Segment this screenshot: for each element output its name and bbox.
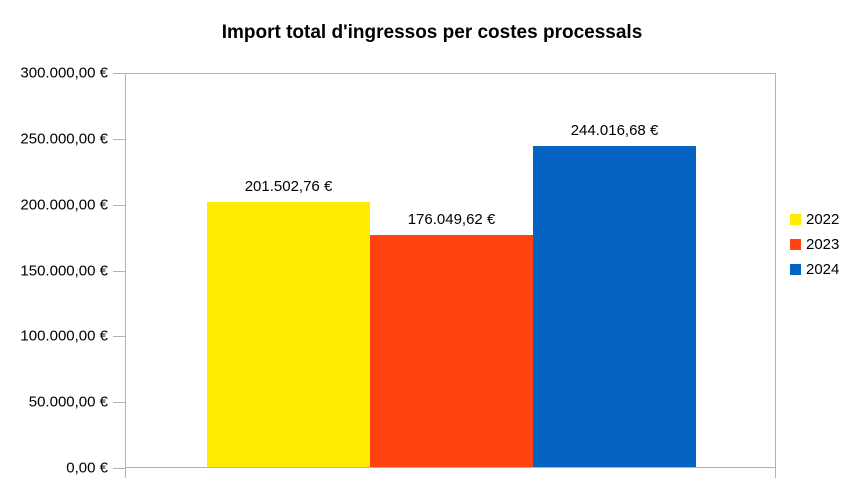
plot-area: 201.502,76 € 176.049,62 € 244.016,68 € <box>125 73 776 468</box>
legend-label-2022: 2022 <box>806 210 840 228</box>
y-axis-tick-label: 150.000,00 € <box>20 262 108 280</box>
y-axis-tick <box>113 468 125 469</box>
y-axis-tick <box>113 139 125 140</box>
legend: 2022 2023 2024 <box>790 210 839 278</box>
y-axis-tick <box>113 271 125 272</box>
legend-swatch-2024 <box>790 263 801 275</box>
bar-value-label-2024: 244.016,68 € <box>570 122 659 139</box>
y-axis-tick <box>113 205 125 206</box>
y-axis-tick-label: 300.000,00 € <box>20 64 108 82</box>
bar-2022 <box>207 202 370 467</box>
y-axis-tick-label: 100.000,00 € <box>20 327 108 345</box>
legend-entry-2023: 2023 <box>790 235 839 253</box>
y-axis-tick-label: 250.000,00 € <box>20 130 108 148</box>
y-axis-tick-label: 0,00 € <box>66 459 108 477</box>
y-axis-tick <box>113 336 125 337</box>
chart-title: Import total d'ingressos per costes proc… <box>221 22 643 43</box>
legend-entry-2024: 2024 <box>790 260 839 278</box>
bar-2024 <box>533 146 696 467</box>
x-axis-end-tick-left <box>125 468 126 478</box>
legend-entry-2022: 2022 <box>790 210 839 228</box>
x-axis-end-tick-right <box>775 468 776 478</box>
bar-value-label-2022: 201.502,76 € <box>244 178 333 195</box>
bar-2023 <box>370 235 533 467</box>
y-axis-tick-label: 50.000,00 € <box>28 393 108 411</box>
legend-label-2024: 2024 <box>806 260 840 278</box>
legend-swatch-2023 <box>790 238 801 250</box>
y-axis-tick-label: 200.000,00 € <box>20 196 108 214</box>
legend-label-2023: 2023 <box>806 235 840 253</box>
y-axis-tick <box>113 402 125 403</box>
bar-value-label-2023: 176.049,62 € <box>407 211 496 228</box>
y-axis: 0,00 € 50.000,00 € 100.000,00 € 150.000,00 … <box>0 65 125 477</box>
legend-swatch-2022 <box>790 213 801 225</box>
y-axis-tick <box>113 73 125 74</box>
